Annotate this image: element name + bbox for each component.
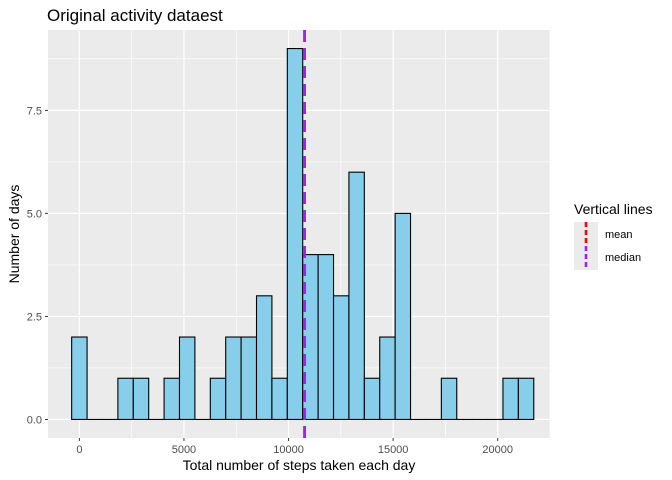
y-tick-label: 5.0 bbox=[27, 208, 42, 220]
histogram-bar bbox=[517, 377, 535, 421]
histogram-bar bbox=[379, 336, 396, 421]
histogram-bar bbox=[240, 336, 258, 421]
histogram-bar bbox=[178, 336, 196, 421]
histogram-bar bbox=[117, 377, 134, 421]
histogram-bar bbox=[225, 336, 242, 421]
bars bbox=[71, 47, 535, 421]
y-tick-label: 0.0 bbox=[27, 414, 42, 426]
histogram-bar bbox=[163, 377, 181, 421]
x-tick-label: 20000 bbox=[482, 444, 513, 456]
histogram-bar bbox=[271, 377, 288, 421]
histogram-bar bbox=[394, 212, 412, 421]
y-tick-label: 2.5 bbox=[27, 311, 42, 323]
histogram-bar bbox=[348, 171, 365, 421]
x-tick-label: 5000 bbox=[172, 444, 196, 456]
histogram-bar bbox=[71, 336, 88, 421]
histogram-bar bbox=[255, 295, 273, 421]
y-tick-labels: 0.0 2.5 5.0 7.5 bbox=[27, 105, 42, 426]
histogram-bar bbox=[209, 377, 227, 421]
legend: Vertical lines mean median bbox=[574, 201, 653, 270]
chart-title: Original activity dataest bbox=[47, 6, 223, 25]
legend-title: Vertical lines bbox=[574, 201, 653, 217]
histogram-bar bbox=[317, 254, 335, 421]
x-axis-title: Total number of steps taken each day bbox=[183, 457, 416, 473]
histogram-bar bbox=[440, 377, 458, 421]
histogram-bar bbox=[132, 377, 150, 421]
histogram-bar bbox=[286, 47, 304, 421]
histogram-bar bbox=[363, 377, 381, 421]
x-tick-label: 10000 bbox=[273, 444, 304, 456]
axis-ticks bbox=[45, 109, 499, 441]
histogram-bar bbox=[332, 295, 350, 421]
legend-label-mean: mean bbox=[605, 229, 633, 241]
x-tick-labels: 0 5000 10000 15000 20000 bbox=[76, 444, 513, 456]
x-tick-label: 0 bbox=[76, 444, 82, 456]
x-tick-label: 15000 bbox=[378, 444, 409, 456]
histogram-bar bbox=[502, 377, 519, 421]
y-tick-label: 7.5 bbox=[27, 105, 42, 117]
legend-label-median: median bbox=[605, 252, 641, 264]
y-axis-title: Number of days bbox=[6, 185, 22, 284]
